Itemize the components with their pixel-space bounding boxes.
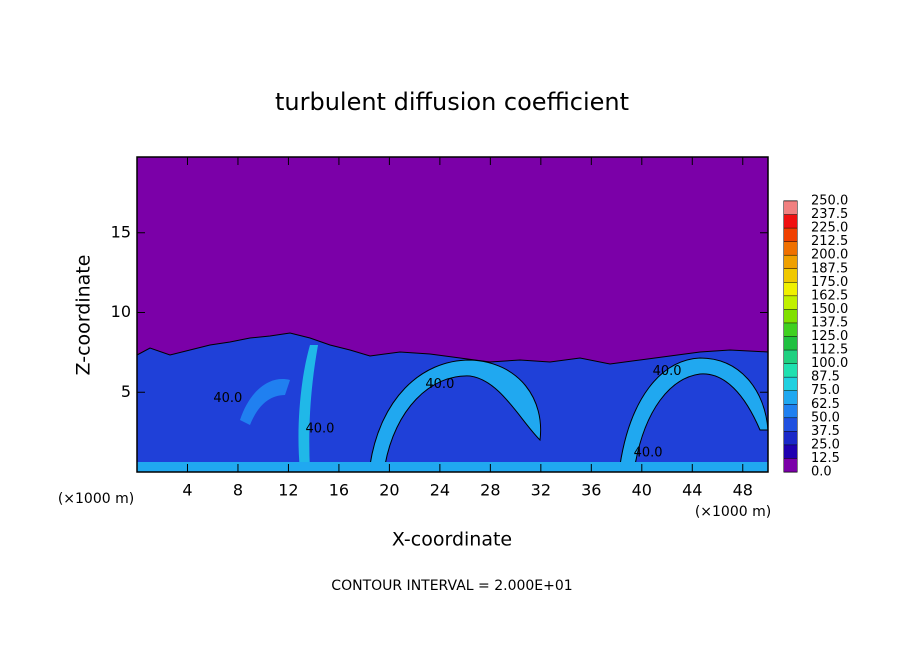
x-tick-label: 40 (632, 481, 652, 500)
colorbar-swatch (784, 444, 797, 459)
colorbar-swatch (784, 431, 797, 445)
colorbar-swatch (784, 417, 797, 432)
colorbar-swatch (784, 350, 797, 364)
colorbar-label: 175.0 (811, 275, 848, 290)
colorbar-swatch (784, 268, 797, 283)
x-tick-label: 32 (531, 481, 551, 500)
colorbar-label: 112.5 (811, 343, 848, 358)
colorbar-label: 87.5 (811, 370, 840, 385)
colorbar-label: 137.5 (811, 315, 848, 330)
colorbar-swatch (784, 390, 797, 405)
x-tick-label: 16 (329, 481, 349, 500)
colorbar-label: 62.5 (811, 397, 840, 412)
x-tick-label: 28 (480, 481, 500, 500)
colorbar-label: 12.5 (811, 451, 840, 466)
x-unit: (×1000 m) (58, 491, 134, 507)
y-tick-label: 5 (121, 382, 131, 401)
colorbar-swatch (784, 255, 797, 269)
contour-label: 40.0 (634, 445, 663, 460)
colorbar-swatch (784, 336, 797, 351)
colorbar-swatch (784, 322, 797, 337)
colorbar-swatch (784, 295, 797, 310)
x-tick-label: 8 (233, 481, 243, 500)
colorbar-label: 250.0 (811, 194, 848, 209)
colorbar-label: 25.0 (811, 437, 840, 452)
x-tick-label: 20 (379, 481, 399, 500)
colorbar-swatch (784, 404, 797, 418)
contour-label: 40.0 (653, 364, 682, 379)
colorbar-swatch (784, 458, 797, 472)
x-tick-label: 36 (581, 481, 601, 500)
colorbar-label: 200.0 (811, 248, 848, 263)
colorbar-label: 237.5 (811, 207, 848, 222)
field-band (298, 345, 318, 470)
contour-label: 40.0 (306, 421, 335, 436)
colorbar-swatch (784, 201, 797, 215)
colorbar-label: 225.0 (811, 221, 848, 236)
field (136, 157, 769, 473)
colorbar-label: 100.0 (811, 356, 848, 371)
colorbar-swatch (784, 228, 797, 242)
colorbar-swatch (784, 309, 797, 323)
x-axis-label: X-coordinate (392, 529, 512, 551)
y-tick-label: 10 (111, 302, 131, 321)
field-turbulent-layer (136, 332, 769, 473)
colorbar-label: 150.0 (811, 302, 848, 317)
colorbar-label: 125.0 (811, 329, 848, 344)
colorbar-label: 50.0 (811, 410, 840, 425)
x-tick-label: 12 (278, 481, 298, 500)
colorbar-label: 187.5 (811, 261, 848, 276)
field-band (240, 379, 290, 425)
y-tick-label: 15 (111, 222, 131, 241)
x-tick-label: 44 (682, 481, 702, 500)
colorbar-label: 0.0 (811, 465, 832, 480)
contour-label: 40.0 (425, 377, 454, 392)
colorbar-swatch (784, 241, 797, 256)
colorbar-label: 162.5 (811, 288, 848, 303)
field-band (137, 462, 768, 472)
colorbar-label: 212.5 (811, 234, 848, 249)
x-tick-label: 24 (430, 481, 450, 500)
colorbar-label: 37.5 (811, 424, 840, 439)
colorbar-label: 75.0 (811, 383, 840, 398)
colorbar-swatch (784, 282, 797, 296)
x-unit: (×1000 m) (695, 504, 771, 520)
field-band (369, 359, 542, 466)
chart-title: turbulent diffusion coefficient (275, 88, 629, 116)
y-axis-label: Z-coordinate (73, 255, 95, 376)
colorbar-swatch (784, 214, 797, 229)
plot-frame (136, 156, 769, 473)
contour-label: 40.0 (213, 391, 242, 406)
colorbar-swatch (784, 363, 797, 378)
x-tick-label: 4 (182, 481, 192, 500)
x-tick-label: 48 (733, 481, 753, 500)
footer: CONTOUR INTERVAL = 2.000E+01 (331, 578, 572, 594)
colorbar-swatch (784, 377, 797, 391)
